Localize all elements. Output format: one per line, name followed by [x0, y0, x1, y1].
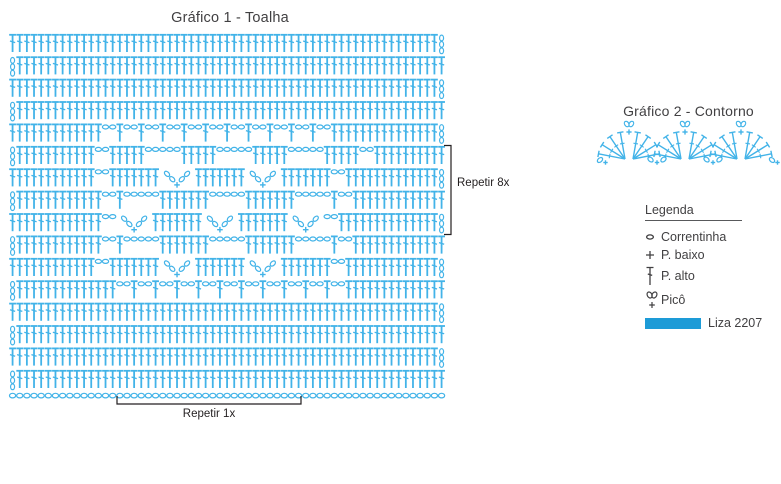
legend-item-chain: Correntinha — [645, 230, 765, 244]
yarn-color-label: Liza 2207 — [708, 316, 763, 330]
legend-item-dc: P. alto — [645, 266, 765, 286]
yarn-color-swatch — [645, 317, 701, 329]
legend-item-sc: P. baixo — [645, 248, 765, 262]
scallop-motif — [709, 120, 773, 160]
repeat-8x-bracket — [444, 144, 452, 236]
chart2-svg — [596, 120, 780, 165]
yarn-color-row: Liza 2207 — [645, 316, 765, 330]
chart-row — [9, 280, 445, 301]
chart1-diagram — [0, 28, 460, 406]
chart-row — [9, 235, 445, 256]
legend-item-label: Correntinha — [661, 230, 727, 244]
repeat-8x-label: Repetir 8x — [457, 177, 510, 189]
chart-row — [9, 101, 445, 122]
chart-row — [9, 78, 445, 100]
picot-icon — [645, 290, 661, 310]
chart-row — [9, 145, 445, 167]
chart-row — [9, 168, 445, 189]
chart1-svg — [8, 33, 446, 399]
chart1-title: Gráfico 1 - Toalha — [171, 10, 289, 26]
chart-row — [9, 213, 445, 234]
legend-item-picot: Picô — [645, 290, 765, 310]
legend-title: Legenda — [645, 203, 742, 221]
repeat-1x-bracket — [116, 396, 302, 405]
foundation-chain-row — [8, 392, 446, 399]
chart-row — [9, 56, 445, 77]
chart-row — [9, 33, 445, 55]
chart2-title: Gráfico 2 - Contorno — [623, 103, 754, 119]
chart-row — [9, 369, 445, 391]
chart2-diagram — [596, 119, 781, 169]
chart-row — [9, 123, 445, 144]
chart-row — [9, 325, 445, 346]
chart-row — [9, 347, 445, 368]
chart-row — [9, 257, 445, 279]
chain-icon — [645, 233, 661, 241]
legend-item-label: P. alto — [661, 269, 695, 283]
legend-item-label: P. baixo — [661, 248, 705, 262]
scallop-motif — [653, 120, 717, 160]
scallop-motif — [597, 120, 661, 160]
chart-row — [9, 302, 445, 324]
tall-stitch-icon — [645, 266, 661, 286]
plus-icon — [645, 250, 661, 260]
repeat-1x-label: Repetir 1x — [182, 408, 236, 420]
chart-row — [9, 190, 445, 212]
legend: Legenda Correntinha P. baixo P. alto — [645, 203, 765, 330]
legend-item-label: Picô — [661, 293, 686, 307]
